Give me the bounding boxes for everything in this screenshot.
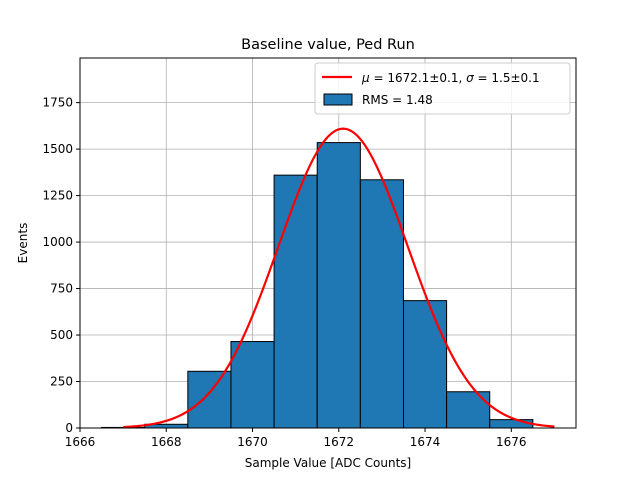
histogram-bar: [187, 370, 232, 429]
y-tick-label: 1500: [42, 142, 73, 156]
legend-histogram-label: RMS = 1.48: [362, 93, 433, 107]
gaussian-fit-curve: [123, 127, 555, 429]
legend-fit-label: μ = 1672.1±0.1, σ = 1.5±0.1: [361, 71, 540, 85]
y-tick-label: 0: [65, 421, 73, 435]
y-tick-label: 1250: [42, 189, 73, 203]
legend-fit-sigma-symbol: σ: [466, 71, 474, 85]
x-tick-label: 1666: [65, 435, 96, 449]
x-tick-label: 1674: [410, 435, 441, 449]
x-tick-label: 1676: [496, 435, 527, 449]
plot-frame: [79, 57, 577, 429]
y-axis-ticks: 0 250 500 750 1000 1250 1500 1750: [42, 96, 80, 435]
x-axis-label: Sample Value [ADC Counts]: [245, 456, 411, 470]
y-axis-label: Events: [16, 223, 30, 264]
histogram-bar: [273, 174, 318, 429]
y-tick-label: 1000: [42, 235, 73, 249]
legend-fit-sigma-value: = 1.5±0.1: [474, 71, 540, 85]
histogram-bar: [230, 341, 275, 429]
legend-histogram-swatch: [323, 93, 353, 106]
histogram-bar: [446, 391, 491, 429]
chart-title: Baseline value, Ped Run: [241, 37, 415, 53]
x-tick-label: 1668: [151, 435, 182, 449]
histogram-bar: [402, 300, 448, 429]
x-tick-label: 1672: [324, 435, 355, 449]
legend-fit-mu-value: = 1672.1±0.1,: [370, 71, 466, 85]
y-tick-label: 750: [50, 282, 73, 296]
legend-box: [314, 62, 571, 115]
x-axis-ticks: 1666 1668 1670 1672 1674 1676: [65, 428, 527, 449]
histogram-bars: [101, 142, 534, 429]
legend-fit-mu-symbol: μ: [361, 71, 370, 85]
y-tick-label: 250: [50, 375, 73, 389]
histogram-bar: [316, 142, 361, 429]
histogram-bar: [489, 419, 534, 429]
y-tick-label: 1750: [42, 96, 73, 110]
y-tick-label: 500: [50, 328, 73, 342]
legend: μ = 1672.1±0.1, σ = 1.5±0.1 RMS = 1.48: [314, 62, 571, 115]
histogram-bar: [359, 179, 404, 429]
x-tick-label: 1670: [237, 435, 268, 449]
